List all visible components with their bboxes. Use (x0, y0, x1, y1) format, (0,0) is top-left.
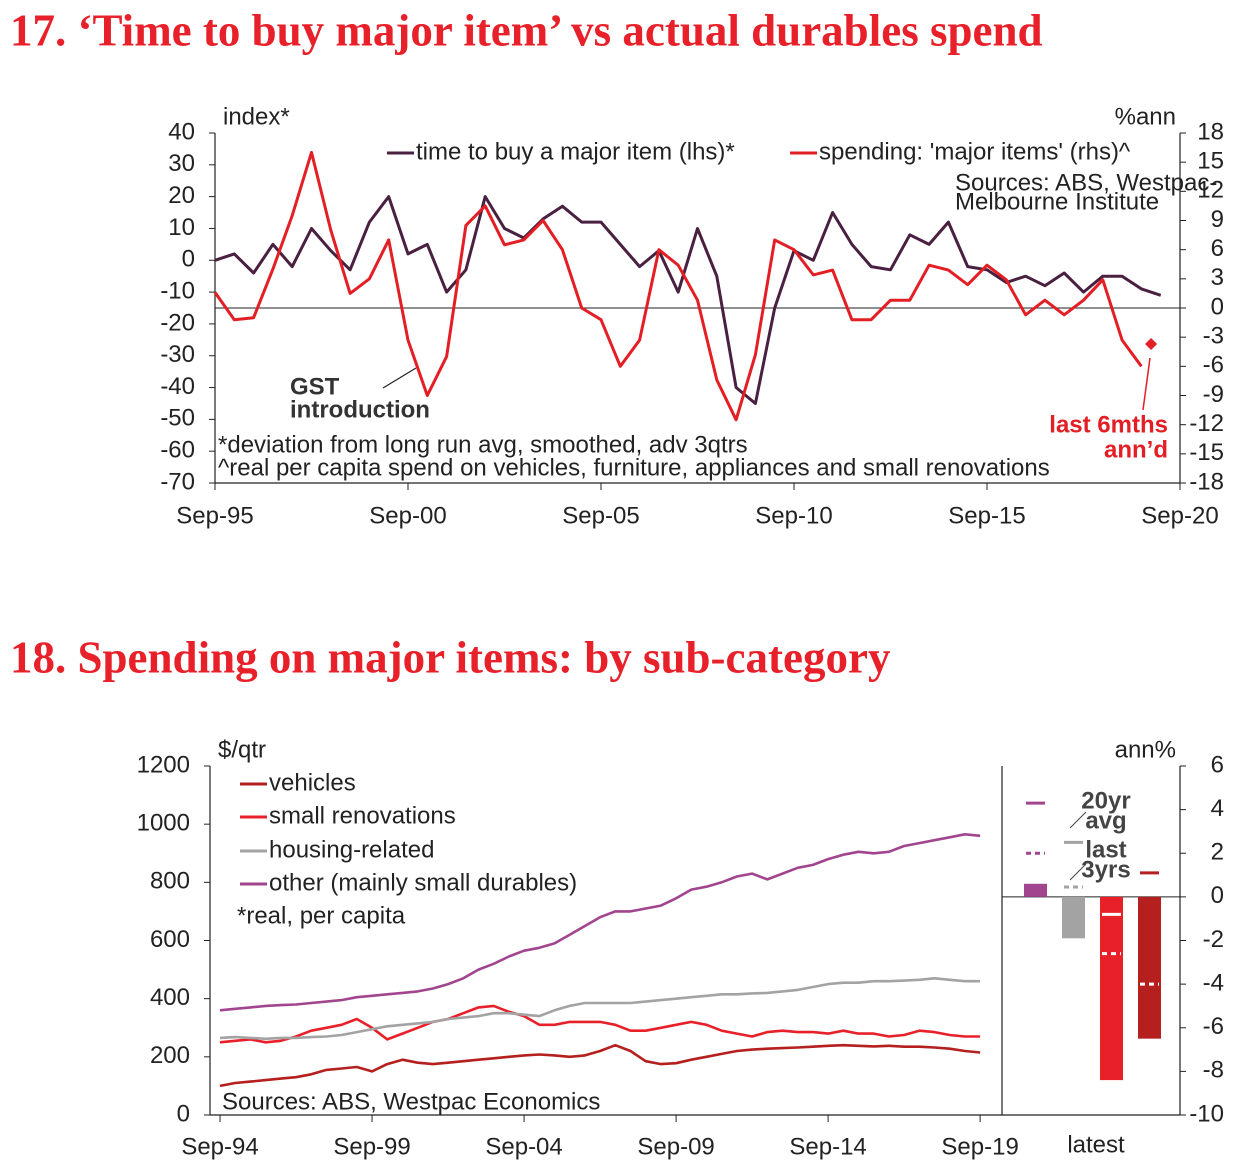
y-tick-label: 1200 (137, 751, 190, 778)
series-line (219, 977, 981, 1041)
chart-title: 18. Spending on major items: by sub-cate… (10, 632, 891, 682)
y-tick-label: 800 (150, 868, 190, 895)
y-tick-label: -20 (160, 309, 195, 336)
latest-bar (1138, 896, 1161, 1039)
legend-label: housing-related (269, 836, 434, 863)
x-tick-label: Sep-09 (637, 1133, 714, 1160)
y2-axis-label: ann% (1115, 736, 1176, 763)
point-label: ann’d (1104, 436, 1168, 463)
panel-label: latest (1067, 1131, 1125, 1158)
y2-tick-label: 9 (1211, 206, 1224, 233)
y2-tick-label: -6 (1203, 1013, 1224, 1040)
y-tick-label: -40 (160, 373, 195, 400)
y-tick-label: 0 (182, 246, 195, 273)
y2-tick-label: -10 (1189, 1100, 1224, 1127)
y2-tick-label: -4 (1203, 969, 1224, 996)
series-line (219, 1043, 981, 1088)
point-label: last 6mths (1049, 411, 1168, 438)
x-tick-label: Sep-10 (755, 502, 832, 529)
sources: Sources: ABS, Westpac- (955, 169, 1217, 196)
y-tick-label: 600 (150, 926, 190, 953)
legend-label: vehicles (269, 769, 356, 796)
y2-tick-label: 0 (1211, 293, 1224, 320)
y-tick-label: 0 (177, 1100, 190, 1127)
y-tick-label: 1000 (137, 810, 190, 837)
legend-label: small renovations (269, 802, 456, 829)
footnote: ^real per capita spend on vehicles, furn… (218, 454, 1050, 481)
last-point (1145, 337, 1158, 350)
sources: Melbourne Institute (955, 188, 1159, 215)
y-tick-label: 30 (168, 150, 195, 177)
y-tick-label: -60 (160, 437, 195, 464)
y-tick-label: 10 (168, 214, 195, 241)
series-line (214, 195, 1162, 405)
y-tick-label: -30 (160, 341, 195, 368)
gst-pointer (382, 367, 417, 389)
y-tick-label: 200 (150, 1042, 190, 1069)
gst-note: GST (290, 373, 340, 400)
last-pointer (1142, 357, 1151, 411)
y2-axis-label: %ann (1115, 103, 1176, 130)
y2-tick-label: 18 (1197, 118, 1224, 145)
y-tick-label: 40 (168, 118, 195, 145)
x-tick-label: Sep-00 (369, 502, 446, 529)
y-tick-label: -50 (160, 405, 195, 432)
y-tick-label: -10 (160, 277, 195, 304)
last3-label: last (1085, 836, 1126, 863)
x-tick-label: Sep-99 (333, 1133, 410, 1160)
y2-tick-label: 4 (1211, 795, 1224, 822)
x-tick-label: Sep-04 (485, 1133, 562, 1160)
last3-pointer (1069, 863, 1087, 881)
y2-tick-label: -9 (1203, 381, 1224, 408)
y2-tick-label: 6 (1211, 235, 1224, 262)
series-line (219, 833, 981, 1012)
y-axis-label: index* (223, 103, 290, 130)
sources: Sources: ABS, Westpac Economics (222, 1088, 600, 1115)
x-tick-label: Sep-15 (948, 502, 1025, 529)
latest-bar (1024, 883, 1047, 897)
gst-note: introduction (290, 396, 430, 423)
footnote: *real, per capita (237, 902, 406, 929)
y2-tick-label: 0 (1211, 882, 1224, 909)
y2-tick-label: -12 (1189, 410, 1224, 437)
x-tick-label: Sep-05 (562, 502, 639, 529)
latest-bar (1062, 896, 1085, 939)
y2-tick-label: 6 (1211, 751, 1224, 778)
y-tick-label: 400 (150, 984, 190, 1011)
y2-tick-label: 12 (1197, 177, 1224, 204)
legend-label: spending: 'major items' (rhs)^ (819, 138, 1131, 165)
y2-tick-label: -3 (1203, 323, 1224, 350)
y2-tick-label: -15 (1189, 439, 1224, 466)
y2-tick-label: 3 (1211, 264, 1224, 291)
legend-label: other (mainly small durables) (269, 869, 577, 896)
y2-tick-label: -2 (1203, 926, 1224, 953)
chart-title: 17. ‘Time to buy major item’ vs actual d… (10, 5, 1043, 55)
avg-label: avg (1085, 807, 1126, 834)
y-tick-label: 20 (168, 182, 195, 209)
x-tick-label: Sep-94 (181, 1133, 258, 1160)
legend-label: time to buy a major item (lhs)* (416, 138, 735, 165)
y2-tick-label: 15 (1197, 148, 1224, 175)
avg-pointer (1069, 811, 1087, 829)
latest-bar (1100, 896, 1123, 1081)
y2-tick-label: -18 (1189, 468, 1224, 495)
y2-tick-label: -6 (1203, 352, 1224, 379)
y2-tick-label: -8 (1203, 1057, 1224, 1084)
series-line (213, 150, 1143, 422)
y2-tick-label: 2 (1211, 839, 1224, 866)
x-tick-label: Sep-95 (176, 502, 253, 529)
x-tick-label: Sep-20 (1141, 502, 1218, 529)
footnote: *deviation from long run avg, smoothed, … (218, 431, 748, 458)
y-tick-label: -70 (160, 468, 195, 495)
avg-label: 20yr (1081, 787, 1130, 814)
y-axis-label: $/qtr (218, 736, 266, 763)
last3-label: 3yrs (1081, 856, 1130, 883)
x-tick-label: Sep-19 (941, 1133, 1018, 1160)
x-tick-label: Sep-14 (789, 1133, 866, 1160)
series-line (219, 1004, 981, 1044)
